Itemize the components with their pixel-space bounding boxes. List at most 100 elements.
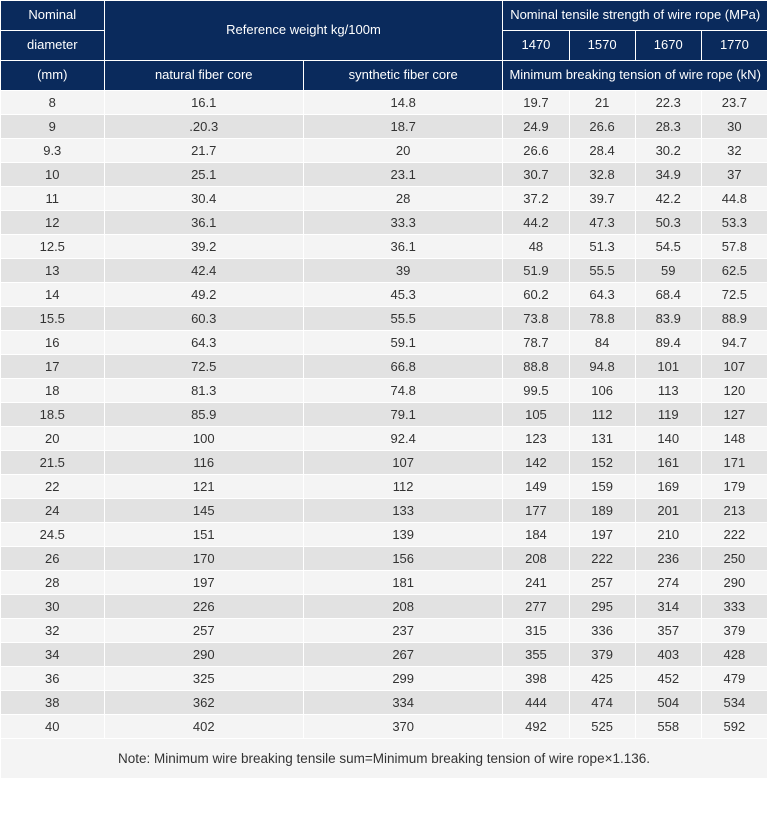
table-cell: 10: [1, 162, 105, 186]
table-cell: 179: [701, 474, 767, 498]
table-cell: 94.7: [701, 330, 767, 354]
table-cell: 24: [1, 498, 105, 522]
table-cell: 28.4: [569, 138, 635, 162]
table-cell: 26.6: [569, 114, 635, 138]
table-cell: 18.5: [1, 402, 105, 426]
table-cell: 53.3: [701, 210, 767, 234]
table-cell: 99.5: [503, 378, 569, 402]
table-cell: 51.9: [503, 258, 569, 282]
table-cell: 37.2: [503, 186, 569, 210]
table-cell: 222: [569, 546, 635, 570]
col-min-breaking: Minimum breaking tension of wire rope (k…: [503, 60, 768, 90]
table-cell: 23.1: [303, 162, 502, 186]
table-cell: 197: [104, 570, 303, 594]
table-cell: 101: [635, 354, 701, 378]
table-row: 30226208277295314333: [1, 594, 768, 618]
table-cell: 20: [303, 138, 502, 162]
table-cell: 177: [503, 498, 569, 522]
table-cell: 131: [569, 426, 635, 450]
table-cell: 24.9: [503, 114, 569, 138]
table-cell: 208: [503, 546, 569, 570]
table-cell: 357: [635, 618, 701, 642]
table-cell: 59: [635, 258, 701, 282]
table-cell: 181: [303, 570, 502, 594]
table-cell: 49.2: [104, 282, 303, 306]
table-cell: 73.8: [503, 306, 569, 330]
table-row: 36325299398425452479: [1, 666, 768, 690]
table-cell: 169: [635, 474, 701, 498]
table-cell: 51.3: [569, 234, 635, 258]
col-natural-fiber: natural fiber core: [104, 60, 303, 90]
table-cell: 105: [503, 402, 569, 426]
table-cell: 8: [1, 90, 105, 114]
table-cell: 57.8: [701, 234, 767, 258]
note-row: Note: Minimum wire breaking tensile sum=…: [1, 738, 768, 778]
table-row: 2010092.4123131140148: [1, 426, 768, 450]
table-cell: 32.8: [569, 162, 635, 186]
table-row: 26170156208222236250: [1, 546, 768, 570]
table-cell: 40: [1, 714, 105, 738]
table-cell: 36.1: [303, 234, 502, 258]
table-cell: 250: [701, 546, 767, 570]
table-cell: 370: [303, 714, 502, 738]
table-cell: 149: [503, 474, 569, 498]
table-cell: 148: [701, 426, 767, 450]
table-cell: 64.3: [569, 282, 635, 306]
table-cell: 379: [701, 618, 767, 642]
table-cell: 19.7: [503, 90, 569, 114]
table-header: Nominal Reference weight kg/100m Nominal…: [1, 1, 768, 91]
table-cell: 78.7: [503, 330, 569, 354]
table-body: 816.114.819.72122.323.79.20.318.724.926.…: [1, 90, 768, 778]
table-cell: 20: [1, 426, 105, 450]
table-row: 1772.566.888.894.8101107: [1, 354, 768, 378]
table-row: 12.539.236.14851.354.557.8: [1, 234, 768, 258]
table-row: 1130.42837.239.742.244.8: [1, 186, 768, 210]
table-cell: 314: [635, 594, 701, 618]
table-cell: 39.7: [569, 186, 635, 210]
table-cell: 50.3: [635, 210, 701, 234]
table-cell: 28: [1, 570, 105, 594]
table-row: 9.321.72026.628.430.232: [1, 138, 768, 162]
table-cell: 26.6: [503, 138, 569, 162]
table-cell: 30: [1, 594, 105, 618]
note-text: Note: Minimum wire breaking tensile sum=…: [1, 738, 768, 778]
table-cell: 133: [303, 498, 502, 522]
table-cell: 145: [104, 498, 303, 522]
table-cell: 156: [303, 546, 502, 570]
table-cell: 25.1: [104, 162, 303, 186]
table-cell: 47.3: [569, 210, 635, 234]
table-cell: 333: [701, 594, 767, 618]
table-cell: 92.4: [303, 426, 502, 450]
table-cell: 22: [1, 474, 105, 498]
table-cell: 479: [701, 666, 767, 690]
table-cell: 334: [303, 690, 502, 714]
table-row: 18.585.979.1105112119127: [1, 402, 768, 426]
table-cell: 226: [104, 594, 303, 618]
table-cell: 28.3: [635, 114, 701, 138]
table-cell: 336: [569, 618, 635, 642]
table-cell: 74.8: [303, 378, 502, 402]
table-cell: 189: [569, 498, 635, 522]
table-cell: 237: [303, 618, 502, 642]
table-cell: 38: [1, 690, 105, 714]
table-cell: 142: [503, 450, 569, 474]
table-cell: 89.4: [635, 330, 701, 354]
table-row: 21.5116107142152161171: [1, 450, 768, 474]
table-cell: 119: [635, 402, 701, 426]
table-cell: 66.8: [303, 354, 502, 378]
table-cell: 68.4: [635, 282, 701, 306]
table-cell: 34.9: [635, 162, 701, 186]
table-cell: 17: [1, 354, 105, 378]
table-cell: 78.8: [569, 306, 635, 330]
col-reference-weight: Reference weight kg/100m: [104, 1, 503, 61]
table-cell: 184: [503, 522, 569, 546]
table-cell: 36: [1, 666, 105, 690]
table-cell: 295: [569, 594, 635, 618]
table-cell: 315: [503, 618, 569, 642]
table-cell: 241: [503, 570, 569, 594]
table-row: 22121112149159169179: [1, 474, 768, 498]
table-cell: 277: [503, 594, 569, 618]
table-cell: 24.5: [1, 522, 105, 546]
table-cell: 88.8: [503, 354, 569, 378]
table-cell: 592: [701, 714, 767, 738]
